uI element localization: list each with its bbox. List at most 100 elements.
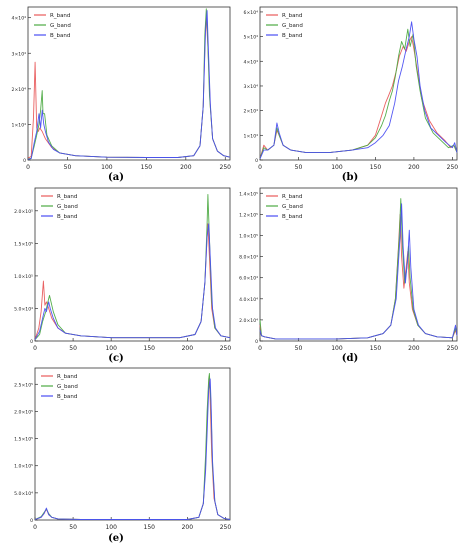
chart-panel-1: 0 50 100 150 200 250 0 1×10⁴ 2×10⁴ 3×10⁴ 4×10⁴ 5×10…	[244, 6, 458, 171]
plot-frame	[27, 6, 231, 161]
y-tick-label: 0	[255, 158, 258, 164]
y-tick-label: 2×10⁴	[12, 87, 27, 93]
x-tick-label: 250	[220, 345, 232, 352]
plot-frame	[34, 187, 231, 342]
y-tick-label: 1×10⁴	[12, 122, 27, 128]
y-tick-label: 1.5×10⁵	[14, 241, 33, 247]
chart-panel-4: 0 50 100 150 200 250 0 5.0×10⁴ 1.0×10⁵ 1.5×10⁵ 2.0…	[14, 367, 232, 531]
legend: R_band G_band B_band	[266, 13, 303, 39]
x-tick-label: 100	[331, 345, 343, 352]
x-tick-label: 0	[33, 524, 37, 531]
x-tick-label: 50	[295, 345, 303, 352]
x-tick-label: 100	[105, 345, 117, 352]
series-line-G_band	[259, 28, 458, 159]
legend-label: G_band	[282, 23, 303, 29]
panel-label-a: (a)	[108, 172, 124, 183]
y-tick-label: 4.0×10⁴	[239, 297, 258, 303]
legend-label: G_band	[50, 23, 71, 29]
x-tick-label: 250	[220, 524, 232, 531]
legend-label: R_band	[282, 13, 302, 19]
legend-label: G_band	[57, 204, 78, 210]
y-tick-label: 6×10⁴	[244, 10, 259, 16]
series-line-B_band	[259, 21, 458, 159]
x-tick-label: 0	[26, 164, 30, 171]
y-tick-label: 1.2×10⁵	[239, 212, 258, 218]
x-tick-label: 250	[447, 345, 459, 352]
legend-label: B_band	[57, 214, 77, 220]
x-tick-label: 100	[101, 164, 113, 171]
x-tick-label: 200	[408, 164, 420, 171]
y-tick-label: 1.4×10⁵	[239, 191, 258, 197]
x-tick-label: 150	[144, 524, 156, 531]
legend-label: R_band	[50, 13, 70, 19]
y-tick-label: 2.0×10⁵	[14, 209, 33, 215]
y-tick-label: 2.0×10⁵	[14, 409, 33, 415]
series-line-B_band	[34, 223, 231, 340]
legend: R_band G_band B_band	[41, 194, 78, 220]
x-tick-label: 50	[64, 164, 72, 171]
y-tick-label: 5×10⁴	[244, 35, 259, 41]
plot-frame	[259, 187, 458, 342]
series-line-B_band	[27, 10, 231, 160]
legend-label: R_band	[57, 194, 77, 200]
y-tick-label: 2×10⁴	[244, 109, 259, 115]
legend: R_band G_band B_band	[266, 194, 303, 220]
chart-panel-3: 0 50 100 150 200 250 0 2.0×10⁴ 4.0×10⁴ 6.0×10⁴ 8.0…	[239, 187, 459, 352]
y-tick-label: 5.0×10⁴	[14, 491, 33, 497]
x-tick-label: 200	[182, 345, 194, 352]
panel-label-e: (e)	[108, 533, 124, 544]
y-tick-label: 6.0×10⁴	[239, 276, 258, 282]
x-tick-label: 250	[220, 164, 232, 171]
y-tick-label: 0	[23, 158, 26, 164]
x-tick-label: 0	[258, 345, 262, 352]
y-tick-label: 1.5×10⁵	[14, 437, 33, 443]
x-tick-label: 50	[69, 345, 77, 352]
legend: R_band G_band B_band	[41, 374, 78, 400]
y-tick-label: 1×10⁴	[244, 133, 259, 139]
plot-frame	[34, 367, 231, 521]
x-tick-label: 200	[182, 524, 194, 531]
y-tick-label: 3×10⁴	[244, 84, 259, 90]
panel-label-c: (c)	[108, 353, 124, 364]
chart-panel-2: 0 50 100 150 200 250 0 5.0×10⁴ 1.0×10⁵ 1.5×10⁵ 2.0…	[14, 187, 232, 352]
y-tick-label: 3×10⁴	[12, 51, 27, 57]
x-tick-label: 100	[331, 164, 343, 171]
legend-label: G_band	[282, 204, 303, 210]
y-tick-label: 1.0×10⁵	[239, 233, 258, 239]
y-tick-label: 2.5×10⁵	[14, 382, 33, 388]
legend-label: R_band	[282, 194, 302, 200]
legend-label: G_band	[57, 384, 78, 390]
legend: R_band G_band B_band	[34, 13, 71, 39]
x-tick-label: 150	[370, 164, 382, 171]
y-tick-label: 2.0×10⁴	[239, 318, 258, 324]
y-tick-label: 0	[30, 518, 33, 524]
x-tick-label: 50	[295, 164, 303, 171]
x-tick-label: 200	[408, 345, 420, 352]
x-tick-label: 100	[105, 524, 117, 531]
y-tick-label: 0	[30, 339, 33, 345]
x-tick-label: 0	[33, 345, 37, 352]
chart-panel-0: 0 50 100 150 200 250 0 1×10⁴ 2×10⁴ 3×10⁴ 4×10⁴ R_ba…	[12, 6, 232, 171]
x-tick-label: 0	[258, 164, 262, 171]
y-tick-label: 8.0×10⁴	[239, 255, 258, 261]
series-line-B_band	[34, 378, 231, 520]
legend-label: B_band	[50, 33, 70, 39]
y-tick-label: 4×10⁴	[12, 16, 27, 22]
legend-label: B_band	[282, 33, 302, 39]
panel-label-d: (d)	[341, 353, 359, 364]
x-tick-label: 150	[144, 345, 156, 352]
panel-label-b: (b)	[341, 172, 359, 183]
y-tick-label: 0	[255, 339, 258, 345]
legend-label: B_band	[282, 214, 302, 220]
y-tick-label: 1.0×10⁵	[14, 464, 33, 470]
x-tick-label: 150	[370, 345, 382, 352]
y-tick-label: 1.0×10⁵	[14, 274, 33, 280]
legend-label: R_band	[57, 374, 77, 380]
plot-frame	[259, 6, 458, 161]
x-tick-label: 50	[69, 524, 77, 531]
x-tick-label: 200	[180, 164, 192, 171]
legend-label: B_band	[57, 394, 77, 400]
y-tick-label: 5.0×10⁴	[14, 306, 33, 312]
